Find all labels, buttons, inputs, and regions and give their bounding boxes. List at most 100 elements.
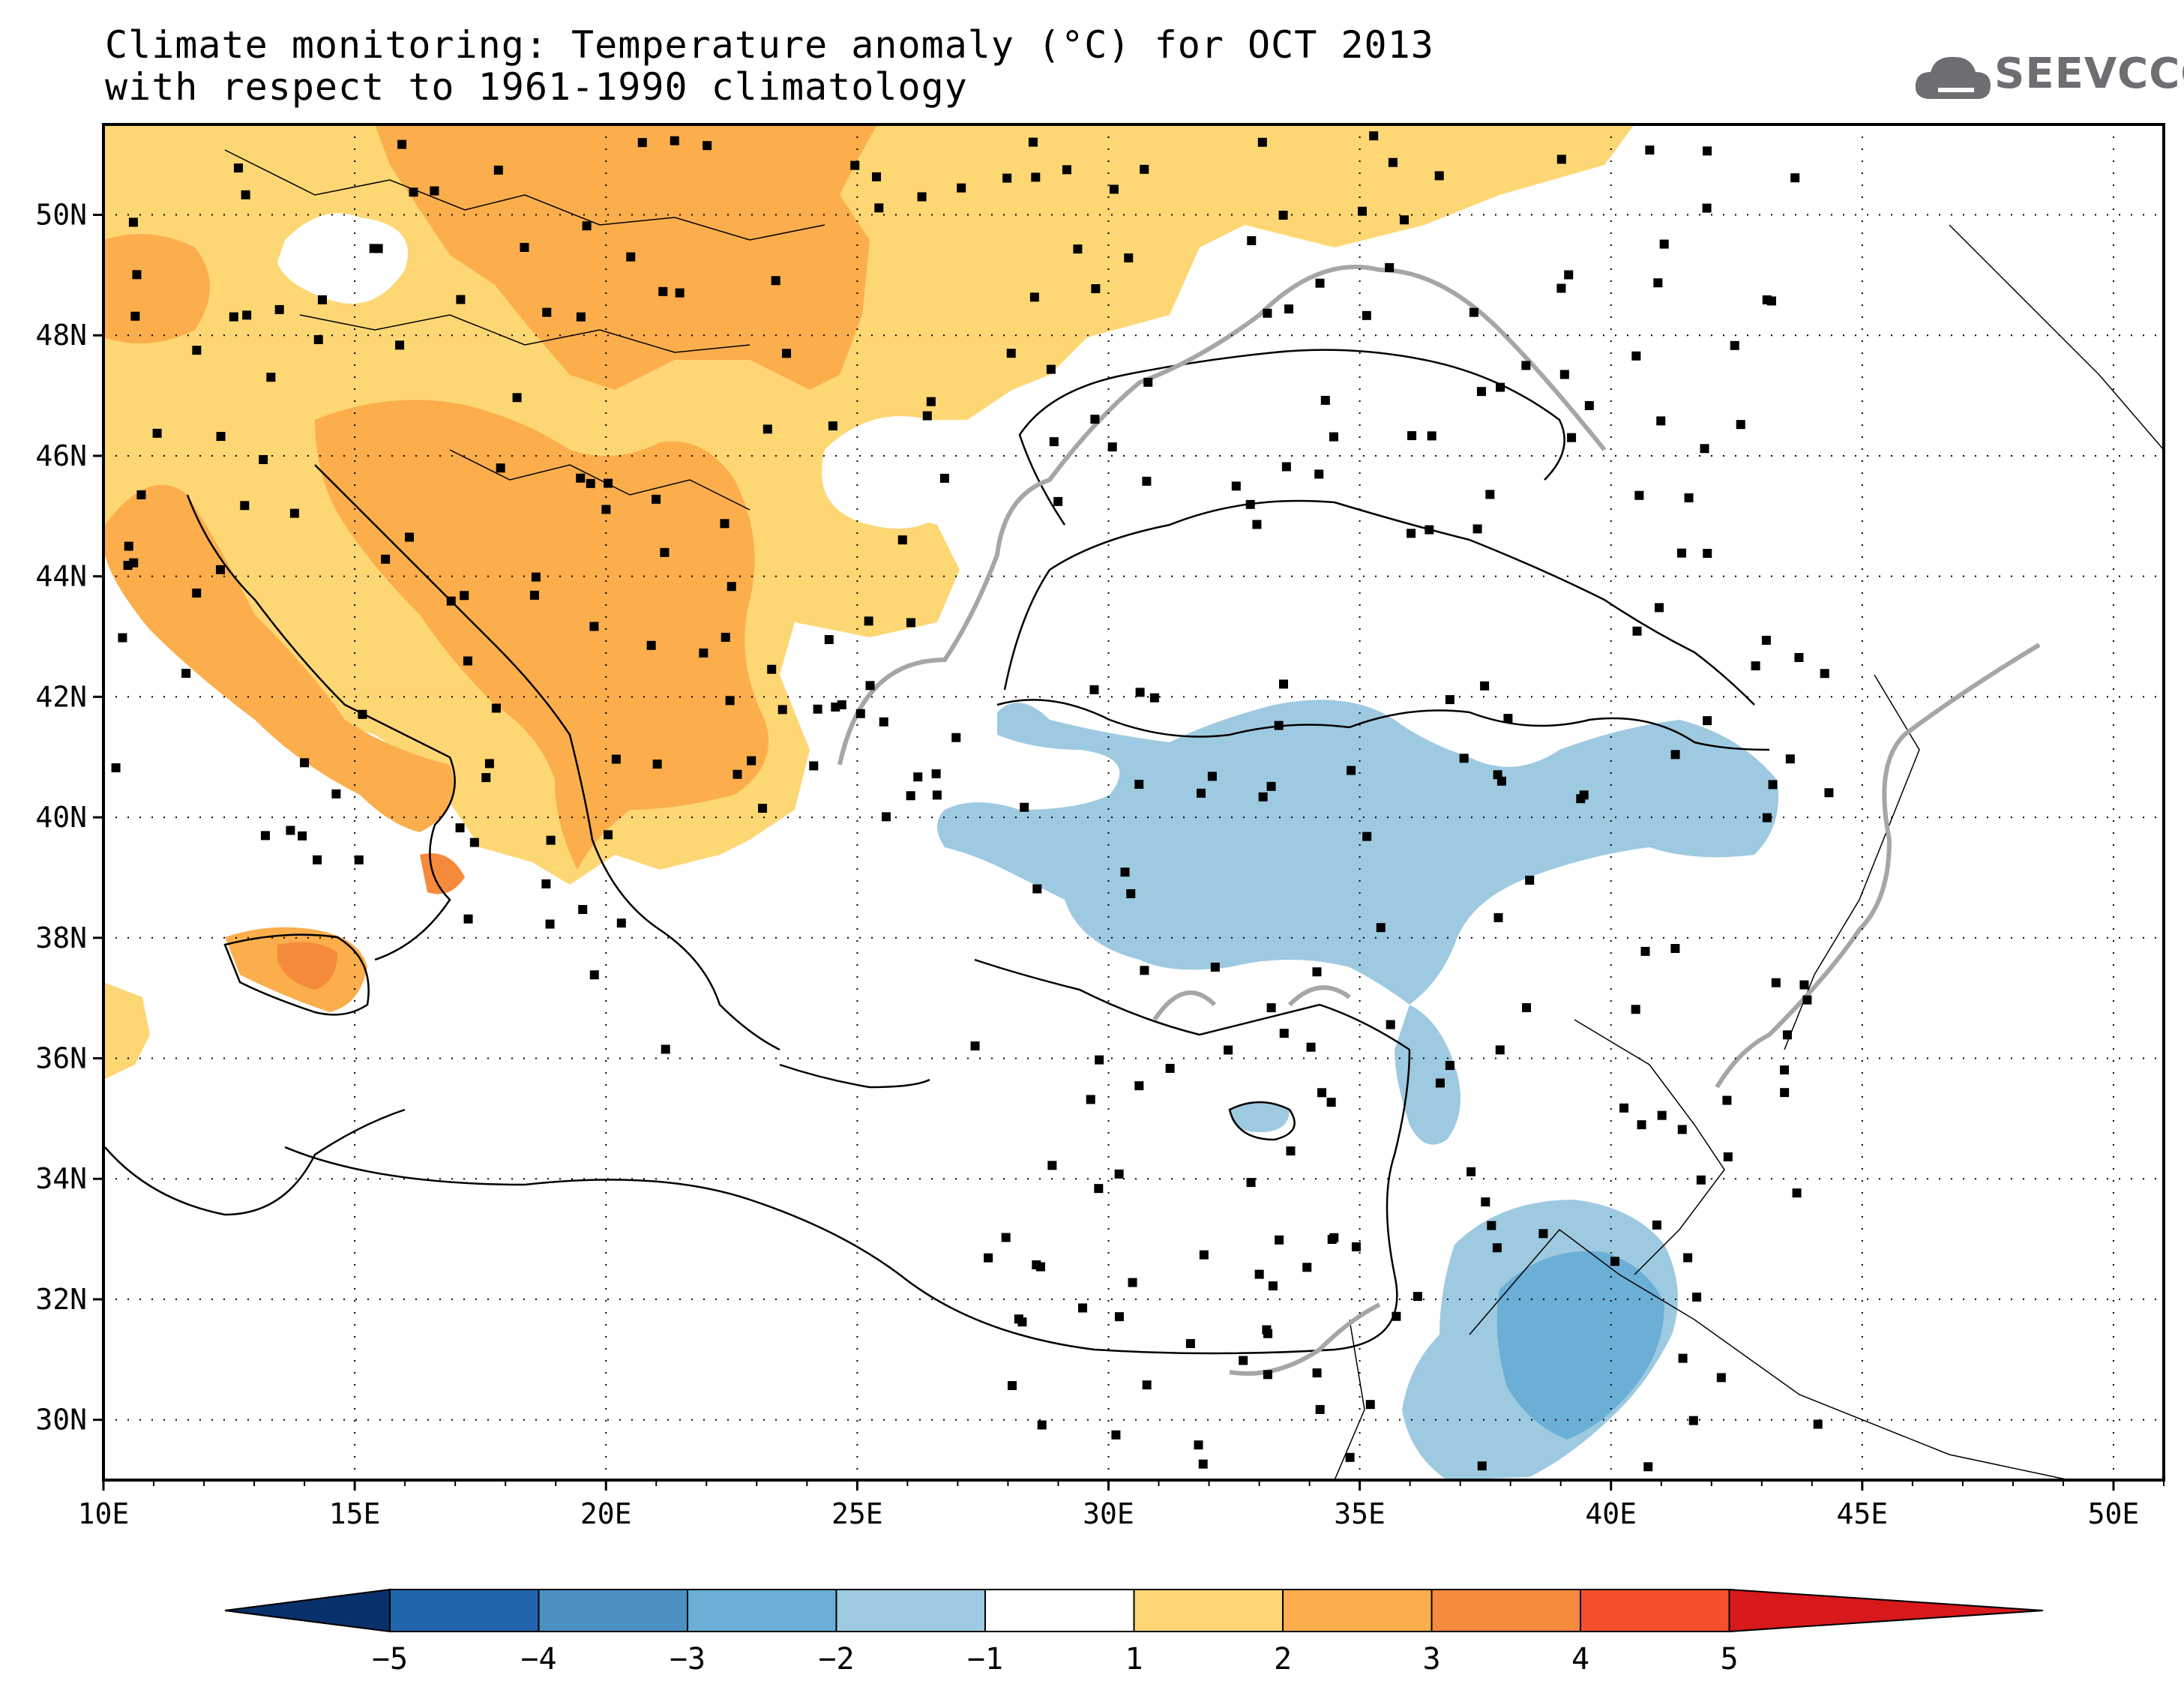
station-marker	[1653, 278, 1663, 288]
station-marker	[484, 759, 494, 769]
station-marker	[1107, 442, 1117, 452]
station-marker	[216, 432, 226, 442]
station-marker	[1538, 1229, 1548, 1239]
station-marker	[586, 478, 595, 488]
lat-tick-label: 32N	[35, 1283, 87, 1316]
station-marker	[864, 616, 873, 626]
station-marker	[1445, 1061, 1455, 1071]
station-marker	[732, 769, 742, 779]
station-marker	[1496, 382, 1505, 392]
station-marker	[1480, 681, 1490, 691]
station-marker	[409, 187, 418, 197]
station-marker	[1114, 1312, 1124, 1322]
station-marker	[1281, 462, 1291, 472]
station-marker	[576, 473, 586, 483]
station-marker	[1399, 215, 1409, 225]
station-marker	[395, 340, 405, 350]
station-marker	[1487, 1221, 1496, 1230]
station-marker	[611, 754, 621, 764]
station-marker	[455, 823, 465, 833]
station-marker	[512, 393, 522, 403]
station-marker	[984, 1253, 993, 1263]
station-marker	[1140, 164, 1149, 174]
lon-tick-label: 30E	[1083, 1497, 1134, 1530]
neutral-patch-central-europe	[277, 213, 408, 304]
station-marker	[1703, 146, 1712, 156]
station-marker	[1771, 978, 1781, 987]
station-marker	[1029, 292, 1039, 302]
station-marker	[181, 669, 191, 679]
station-marker	[1326, 1098, 1336, 1107]
lat-tick-label: 46N	[35, 439, 87, 472]
station-marker	[576, 312, 586, 322]
station-marker	[1062, 165, 1071, 175]
station-marker	[1640, 946, 1650, 956]
station-marker	[1466, 1167, 1476, 1176]
station-marker	[582, 221, 592, 231]
station-marker	[762, 424, 772, 434]
station-marker	[1252, 520, 1262, 529]
lat-tick-label: 44N	[35, 560, 87, 593]
station-marker	[1142, 1380, 1152, 1390]
station-marker	[1567, 433, 1577, 442]
station-marker	[758, 804, 768, 814]
station-marker	[404, 532, 414, 542]
station-marker	[725, 696, 735, 706]
station-marker	[1306, 1042, 1316, 1052]
colorbar-label: −4	[520, 1642, 556, 1677]
station-marker	[865, 681, 875, 691]
station-marker	[1659, 239, 1669, 249]
station-marker	[1263, 1329, 1273, 1338]
lon-tick-label: 50E	[2088, 1497, 2140, 1530]
station-marker	[1231, 481, 1241, 491]
warm-anomaly-region-sicily-core	[277, 942, 337, 990]
station-marker	[233, 163, 243, 173]
colorbar-segment	[1282, 1589, 1433, 1632]
station-marker	[1196, 788, 1206, 798]
station-marker	[240, 501, 250, 511]
station-marker	[1677, 1125, 1687, 1134]
colorbar-segment	[538, 1589, 688, 1632]
station-marker	[720, 519, 729, 529]
station-marker	[520, 242, 529, 252]
station-marker	[879, 717, 888, 727]
warm-anomaly-region-balkans	[315, 400, 768, 870]
station-marker	[1493, 912, 1503, 922]
station-marker	[670, 136, 679, 145]
station-marker	[951, 733, 961, 742]
station-marker	[1090, 415, 1100, 424]
station-marker	[1385, 262, 1395, 272]
station-marker	[881, 812, 891, 822]
station-marker	[192, 346, 202, 355]
station-marker	[1652, 1220, 1661, 1230]
station-marker	[1670, 944, 1680, 954]
station-marker	[1634, 490, 1644, 500]
station-marker	[313, 334, 323, 344]
station-marker	[1362, 832, 1372, 841]
station-marker	[1032, 884, 1042, 894]
station-marker	[1312, 1368, 1322, 1378]
station-marker	[1258, 792, 1268, 802]
station-marker	[1782, 1030, 1792, 1040]
station-marker	[1824, 788, 1834, 798]
station-marker	[1799, 980, 1809, 990]
lon-tick-label: 20E	[580, 1497, 632, 1530]
station-marker	[1655, 603, 1664, 613]
station-marker	[1266, 1003, 1276, 1013]
coastlines	[104, 349, 1770, 1355]
station-marker	[1140, 966, 1149, 975]
colorbar-segment	[984, 1589, 1135, 1632]
station-marker	[646, 640, 656, 650]
station-marker	[1692, 1292, 1702, 1302]
station-marker	[922, 411, 932, 421]
station-marker	[872, 172, 882, 181]
station-marker	[1143, 377, 1153, 387]
lat-tick-label: 36N	[35, 1042, 87, 1075]
warm-anomaly-region-central-europe	[375, 124, 877, 390]
station-marker	[1109, 184, 1119, 194]
lat-tick-label: 50N	[35, 199, 87, 232]
station-marker	[1564, 270, 1574, 280]
station-marker	[1610, 1257, 1620, 1266]
station-marker	[1503, 714, 1513, 724]
station-marker	[932, 790, 942, 800]
